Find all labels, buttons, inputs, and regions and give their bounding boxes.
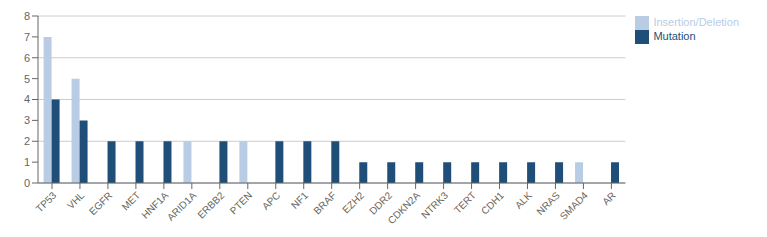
svg-text:DDR2: DDR2 <box>367 189 395 217</box>
svg-text:CDH1: CDH1 <box>479 189 506 216</box>
svg-text:PTEN: PTEN <box>228 190 255 217</box>
svg-text:BRAF: BRAF <box>311 190 338 217</box>
svg-text:NF1: NF1 <box>289 189 310 210</box>
svg-text:2: 2 <box>24 135 30 147</box>
svg-text:TP53: TP53 <box>34 189 59 214</box>
svg-text:EZH2: EZH2 <box>340 189 366 215</box>
svg-text:1: 1 <box>24 156 30 168</box>
svg-text:NTRK3: NTRK3 <box>419 189 450 220</box>
html-text:Insertion/Deletion: Insertion/Deletion <box>653 16 739 28</box>
svg-text:NRAS: NRAS <box>534 189 562 218</box>
svg-text:MET: MET <box>120 190 143 213</box>
svg-text:TERT: TERT <box>452 190 478 216</box>
svg-text:7: 7 <box>24 31 30 43</box>
svg-text:ALK: ALK <box>513 189 534 210</box>
svg-text:SMAD4: SMAD4 <box>558 189 590 221</box>
svg-text:HNF1A: HNF1A <box>139 189 171 221</box>
svg-text:APC: APC <box>260 190 282 212</box>
svg-text:EGFR: EGFR <box>87 190 114 217</box>
svg-text:3: 3 <box>24 114 30 126</box>
svg-text:5: 5 <box>24 73 30 85</box>
svg-text:0: 0 <box>24 177 30 189</box>
svg-text:VHL: VHL <box>65 189 87 211</box>
svg-text:AR: AR <box>600 190 618 208</box>
svg-text:ERBB2: ERBB2 <box>195 189 226 220</box>
html-text:Mutation: Mutation <box>653 30 696 43</box>
svg-text:ARID1A: ARID1A <box>165 189 199 223</box>
svg-text:8: 8 <box>24 10 30 22</box>
svg-text:6: 6 <box>24 52 30 64</box>
svg-text:4: 4 <box>24 93 30 105</box>
svg-text:CDKN2A: CDKN2A <box>386 189 423 226</box>
